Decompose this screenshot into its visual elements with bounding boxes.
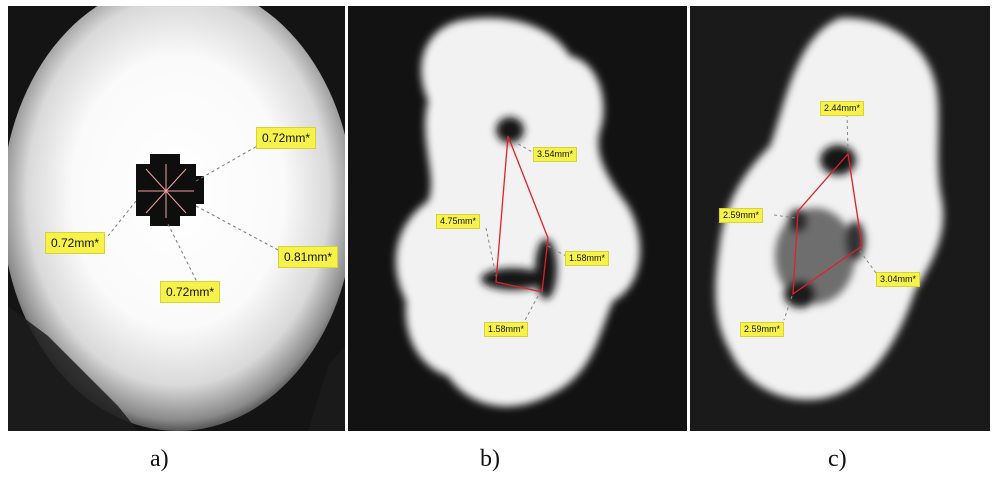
measurement-label: 1.58mm* xyxy=(484,322,529,337)
measurement-label: 3.54mm* xyxy=(533,147,578,162)
image-panel-b: 3.54mm* 4.75mm* 1.58mm* 1.58mm* xyxy=(348,6,687,431)
measure-polygon xyxy=(792,152,863,296)
image-panel-c: 2.44mm* 2.59mm* 3.04mm* 2.59mm* xyxy=(690,6,990,431)
scan-image-a xyxy=(8,6,345,431)
measurement-label: 0.72mm* xyxy=(256,127,317,149)
measurement-label: 1.58mm* xyxy=(565,251,610,266)
measurement-label: 2.59mm* xyxy=(740,322,785,337)
measurement-label: 0.72mm* xyxy=(45,232,106,254)
measurement-label: 2.59mm* xyxy=(719,208,764,223)
measurement-label: 0.72mm* xyxy=(160,281,221,303)
panel-caption-c: c) xyxy=(828,446,847,472)
measure-polygon xyxy=(495,135,549,293)
image-panel-a: 0.72mm* 0.72mm* 0.81mm* 0.72mm* xyxy=(8,6,345,431)
canal-marker xyxy=(136,154,204,226)
measurement-label: 2.44mm* xyxy=(820,101,865,116)
scan-image-b xyxy=(348,6,687,431)
panel-caption-b: b) xyxy=(480,446,500,472)
measurement-label: 4.75mm* xyxy=(436,214,481,229)
measurement-label: 3.04mm* xyxy=(876,272,921,287)
panel-caption-a: a) xyxy=(150,446,169,472)
measurement-label: 0.81mm* xyxy=(278,246,339,268)
